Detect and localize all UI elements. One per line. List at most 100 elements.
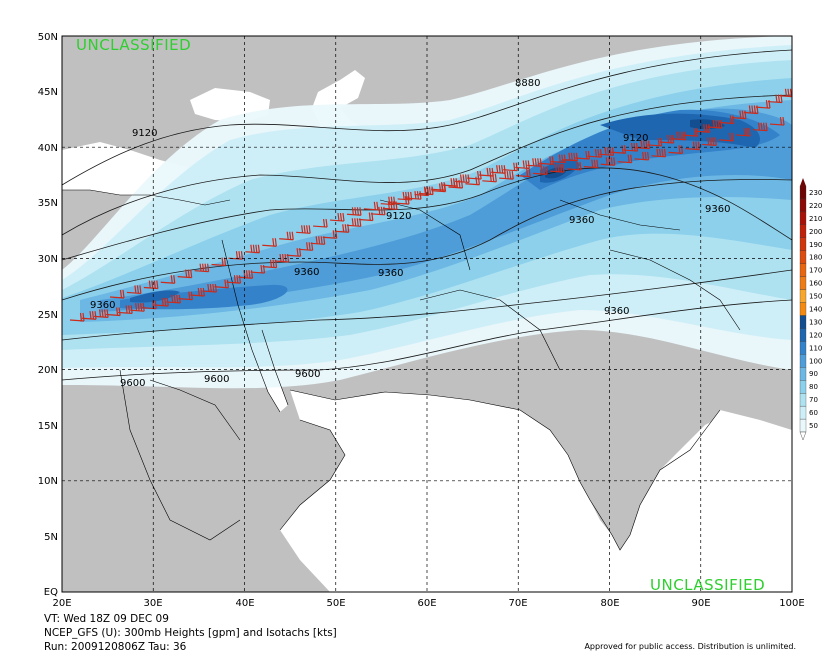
- wind-barb: [118, 305, 133, 315]
- lat-label-50n: 50N: [38, 32, 58, 43]
- isotach-110: [120, 109, 780, 310]
- lon-label-20e: 20E: [52, 598, 71, 609]
- colorbar-cell: [799, 211, 807, 225]
- colorbar-bottom-tip: [799, 431, 807, 441]
- wind-barb: [702, 137, 717, 147]
- colorbar-label: 200: [809, 228, 822, 236]
- colorbar-label: 170: [809, 267, 822, 275]
- wind-barb: [617, 154, 633, 164]
- wind-barb: [211, 257, 227, 267]
- wind-barb: [583, 159, 599, 169]
- wind-barb: [600, 157, 616, 166]
- colorbar-cell: [799, 289, 807, 303]
- wind-barb: [190, 287, 205, 297]
- wind-barb: [611, 145, 627, 154]
- wind-barb: [563, 152, 578, 162]
- wind-barb: [363, 201, 379, 211]
- wind-barb: [310, 236, 326, 245]
- wind-barb: [695, 124, 711, 133]
- contour-label: 8880: [515, 78, 540, 89]
- wind-barb: [779, 88, 792, 98]
- wind-barb: [448, 179, 464, 189]
- contour-label: 9120: [132, 128, 157, 139]
- colorbar-cell: [799, 367, 807, 381]
- colorbar-cell: [799, 263, 807, 277]
- contour-label: 9360: [705, 204, 730, 215]
- wind-barb: [346, 207, 362, 216]
- wind-barb: [334, 224, 350, 233]
- lat-label-40n: 40N: [38, 143, 58, 154]
- wind-barb: [370, 206, 386, 216]
- wind-barb: [668, 145, 684, 154]
- product-description: NCEP_GFS (U): 300mb Heights [gpm] and Is…: [44, 627, 337, 639]
- colorbar-label: 100: [809, 357, 822, 365]
- colorbar-label: 110: [809, 344, 822, 352]
- wind-barbs: [69, 88, 792, 322]
- colorbar-label: 120: [809, 331, 822, 339]
- colorbar-cell: [799, 224, 807, 238]
- colorbar-cell: [799, 380, 807, 394]
- lat-label-35n: 35N: [38, 198, 58, 209]
- wind-barb: [575, 150, 591, 160]
- lon-label-100e: 100E: [779, 598, 804, 609]
- wind-barb: [160, 275, 176, 284]
- classification-top: UNCLASSIFIED: [76, 36, 191, 54]
- lat-lon-grid: [62, 36, 792, 592]
- lon-label-80e: 80E: [600, 598, 619, 609]
- wind-barb: [106, 307, 121, 317]
- wind-barb: [238, 270, 254, 279]
- wind-barb: [634, 151, 650, 161]
- lon-label-50e: 50E: [326, 598, 345, 609]
- wind-barb: [767, 94, 783, 104]
- colorbar-label: 60: [809, 409, 818, 417]
- contour-label: 9600: [295, 369, 320, 380]
- wind-barb: [599, 147, 615, 156]
- colorbar-cell: [799, 354, 807, 368]
- classification-bottom: UNCLASSIFIED: [650, 576, 765, 594]
- isotach-colorbar: 50 60 70 80 90 100 110 120 130 140 150 160 170 180 190…: [799, 178, 822, 441]
- wind-barb: [482, 173, 497, 183]
- contour-label: 9600: [204, 374, 229, 385]
- wind-barb: [719, 115, 735, 125]
- colorbar-label: 130: [809, 318, 822, 326]
- colorbar-cell: [799, 315, 807, 329]
- wind-barb: [623, 142, 639, 152]
- colorbar-cell: [799, 405, 807, 420]
- colorbar-label: 150: [809, 293, 822, 301]
- wind-barb: [527, 158, 542, 167]
- wind-barb: [743, 105, 759, 115]
- wind-barb: [414, 187, 430, 197]
- run-info: Run: 2009120806Z Tau: 36: [44, 641, 187, 653]
- latitude-labels: 50N 45N 40N 35N 30N 25N 20N 15N 10N 5N E…: [38, 32, 58, 598]
- wind-barb: [194, 263, 210, 273]
- lon-label-70e: 70E: [508, 598, 527, 609]
- lat-label-30n: 30N: [38, 254, 58, 265]
- bay-of-bengal: [640, 415, 792, 592]
- colorbar-cell: [799, 393, 807, 407]
- contour-label: 9120: [623, 133, 648, 144]
- wind-barb: [651, 148, 667, 158]
- lon-label-60e: 60E: [417, 598, 436, 609]
- contour-labels: 9120 8880 9120 9120 9360 9360 9360 9360 …: [90, 78, 730, 389]
- colorbar-label: 180: [809, 254, 822, 262]
- wind-barb: [226, 275, 242, 284]
- colorbar-cell: [799, 302, 807, 316]
- lat-label-5n: 5N: [44, 532, 58, 543]
- wind-barb: [109, 289, 125, 299]
- wind-barb: [245, 244, 260, 254]
- colorbar-cell: [799, 185, 807, 200]
- colorbar-top-tip: [800, 178, 806, 186]
- contour-label: 9360: [378, 268, 403, 279]
- wind-barb: [262, 259, 278, 269]
- wind-barb: [539, 156, 554, 165]
- valid-time: VT: Wed 18Z 09 DEC 09: [44, 613, 169, 625]
- wind-barb: [346, 218, 362, 227]
- wind-barb: [274, 253, 290, 263]
- contour-label: 9360: [604, 306, 629, 317]
- lat-label-eq: EQ: [44, 587, 58, 598]
- wind-barb: [298, 242, 314, 251]
- wind-barb: [566, 161, 582, 171]
- wind-barb: [431, 183, 447, 193]
- distribution-statement: Approved for public access. Distribution…: [584, 642, 796, 651]
- wind-barb: [69, 312, 85, 322]
